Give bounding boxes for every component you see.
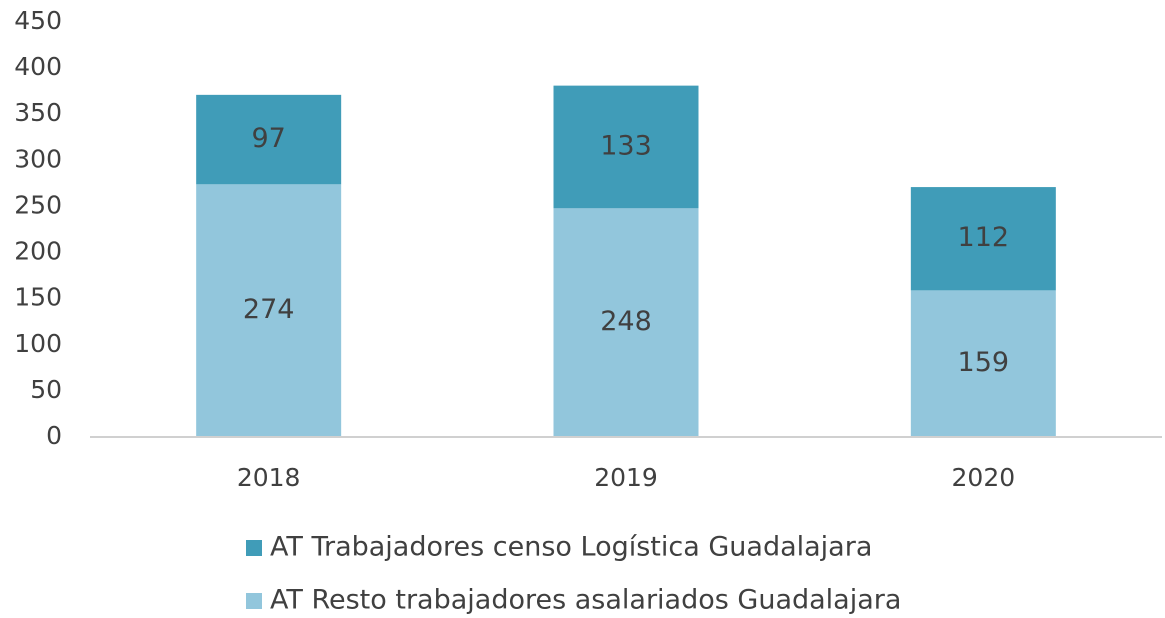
data-label: 97 [251,123,285,154]
x-tick-label: 2018 [237,463,301,492]
x-tick-label: 2019 [594,463,658,492]
y-tick-label: 200 [14,237,62,266]
y-tick-label: 250 [14,190,62,219]
bar-segment [553,208,699,437]
bar-segment [196,94,342,185]
y-tick-label: 300 [14,144,62,173]
legend-swatch [246,540,262,556]
legend-swatch [246,593,262,609]
y-tick-label: 0 [46,421,62,450]
bar-segment [196,184,342,437]
data-label: 133 [600,130,652,161]
legend-label: AT Resto trabajadores asalariados Guadal… [270,585,901,616]
data-label: 112 [958,222,1010,253]
y-tick-label: 100 [14,329,62,358]
legend-label: AT Trabajadores censo Logística Guadalaj… [270,532,872,563]
bar-segment [553,85,699,209]
y-tick-label: 400 [14,52,62,81]
y-tick-label: 50 [30,375,62,404]
y-tick-label: 150 [14,283,62,312]
data-label: 159 [958,347,1010,378]
data-label: 274 [243,294,295,325]
bar-segment [910,290,1056,437]
data-label: 248 [600,306,652,337]
y-tick-label: 350 [14,98,62,127]
bar-segment [910,187,1056,291]
y-tick-label: 450 [14,6,62,35]
x-tick-label: 2020 [952,463,1016,492]
